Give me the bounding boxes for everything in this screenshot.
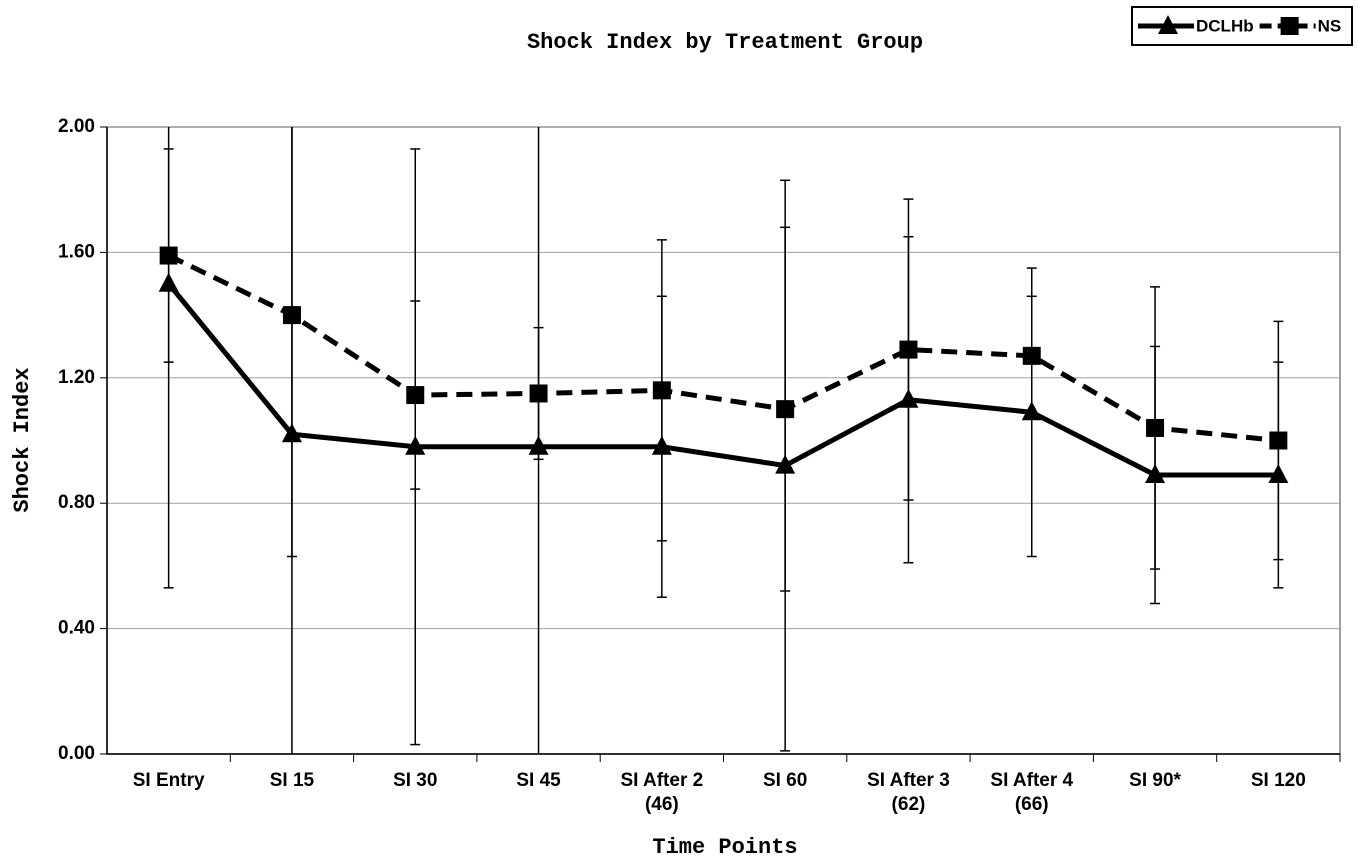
y-axis-label: Shock Index (10, 367, 35, 512)
marker (1022, 346, 1041, 365)
marker (528, 435, 549, 455)
marker (775, 454, 796, 474)
marker (406, 386, 425, 405)
legend-label: DCLHb (1196, 16, 1254, 35)
y-tick-label: 1.60 (58, 241, 95, 262)
marker (651, 435, 672, 455)
y-tick-label: 0.80 (58, 492, 95, 513)
marker (1268, 463, 1289, 483)
marker (1146, 418, 1165, 437)
x-axis-label: Time Points (652, 835, 797, 857)
chart-title: Shock Index by Treatment Group (527, 30, 923, 55)
marker (281, 423, 302, 443)
marker (1269, 431, 1288, 450)
marker (1280, 17, 1299, 35)
marker (159, 246, 178, 265)
marker (652, 381, 671, 400)
marker (776, 400, 795, 419)
marker (898, 388, 919, 408)
x-tick-label: SI 60 (763, 770, 807, 791)
x-tick-label: SI After 3 (62) (867, 770, 950, 815)
x-tick-label: SI 120 (1251, 770, 1306, 791)
y-tick-label: 0.40 (58, 618, 95, 639)
series-line (166, 282, 1279, 478)
x-tick-label: SI After 4 (66) (990, 770, 1073, 815)
y-tick-label: 2.00 (58, 116, 95, 137)
marker (1021, 401, 1042, 421)
marker (1145, 463, 1166, 483)
x-tick-label: SI 45 (516, 770, 561, 791)
y-tick-label: 0.00 (58, 743, 95, 764)
plot-area (106, 126, 1341, 755)
marker (529, 384, 548, 403)
marker (899, 340, 918, 359)
legend-label: NS (1318, 16, 1342, 35)
marker (1158, 15, 1178, 34)
x-tick-label: SI After 2 (46) (620, 770, 703, 815)
marker (158, 272, 179, 292)
marker (282, 306, 301, 325)
x-tick-label: SI 15 (270, 770, 315, 791)
y-tick-label: 1.20 (58, 367, 95, 388)
x-tick-label: SI Entry (133, 770, 205, 791)
x-tick-label: SI 90* (1129, 770, 1181, 791)
series-line (167, 253, 1279, 443)
x-tick-label: SI 30 (393, 770, 437, 791)
marker (405, 435, 426, 455)
